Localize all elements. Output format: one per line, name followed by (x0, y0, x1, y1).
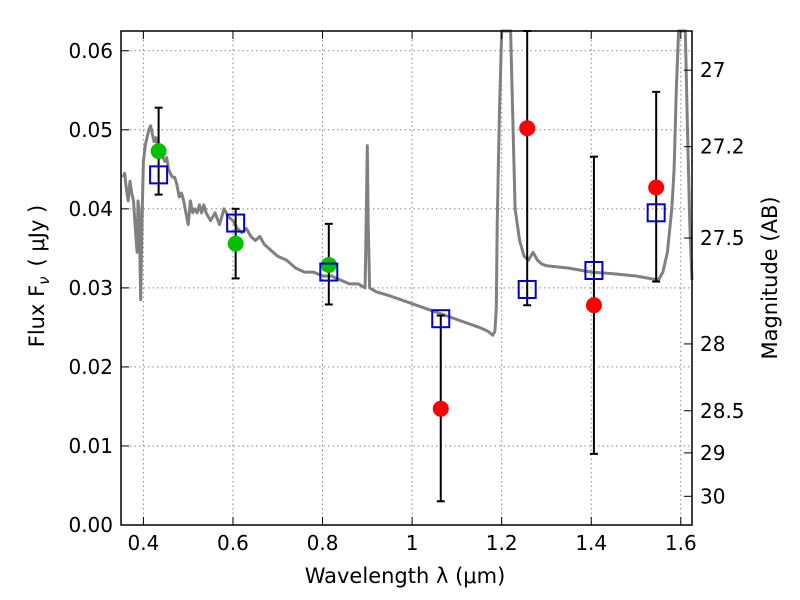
y-tick-label-5: 0.05 (68, 118, 113, 142)
y-axis-label-subscript: ν (35, 276, 53, 284)
mag-tick-label-4: 28.5 (700, 399, 745, 423)
x-tick-label-1: 0.6 (217, 531, 249, 555)
model-flux-square (149, 165, 169, 185)
low-snr-flux-point (648, 179, 665, 196)
detected-flux-point (227, 235, 244, 252)
x-tick-label-6: 1.6 (665, 531, 697, 555)
low-snr-flux-point (585, 297, 602, 314)
low-snr-flux-point (519, 120, 536, 137)
model-flux-square (319, 262, 339, 282)
detected-flux-point (150, 143, 167, 160)
grid (121, 31, 692, 526)
x-tick-label-2: 0.8 (307, 531, 339, 555)
y-tick-label-1: 0.01 (68, 434, 113, 458)
y-tick-label-2: 0.02 (68, 355, 113, 379)
y-axis-label-unit: ( μJy ) (25, 205, 49, 267)
model-flux-square (431, 309, 451, 329)
sed-curve-layer (121, 29, 694, 337)
mag-tick-label-5: 29 (700, 441, 725, 465)
axis-ticks: 0.4 0.6 0.8 1 1.2 1.4 1.6 0.00 0.01 0.02 0.03 0.04 0… (68, 31, 745, 555)
mag-tick-label-6: 30 (700, 484, 725, 508)
model-flux-square (584, 260, 604, 280)
model-flux-square (226, 213, 246, 233)
sed-model-line (121, 29, 694, 337)
plot-frame (120, 30, 693, 526)
detected-flux-point (320, 256, 337, 273)
y-tick-label-0: 0.00 (68, 513, 113, 537)
error-bars (154, 30, 661, 503)
y-axis-label: Flux Fν ( μJy ) (25, 205, 53, 348)
x-tick-label-0: 0.4 (127, 531, 159, 555)
y-tick-label-4: 0.04 (68, 197, 113, 221)
x-tick-label-5: 1.4 (575, 531, 607, 555)
low-snr-flux-point (432, 400, 449, 417)
y-tick-label-6: 0.06 (68, 39, 113, 63)
model-flux-square (646, 203, 666, 223)
y-tick-label-3: 0.03 (68, 276, 113, 300)
mag-tick-label-3: 28 (700, 332, 725, 356)
data-markers (149, 120, 666, 417)
model-flux-square (517, 279, 537, 299)
mag-tick-label-2: 27.5 (700, 226, 745, 250)
mag-tick-label-0: 27 (700, 58, 725, 82)
x-tick-label-3: 1 (406, 531, 419, 555)
x-axis-label: Wavelength λ (μm) (305, 564, 506, 588)
y-axis-label-main: Flux F (25, 285, 49, 347)
magnitude-axis-label: Magnitude (AB) (758, 196, 782, 359)
mag-tick-label-1: 27.2 (700, 135, 745, 159)
x-tick-label-4: 1.2 (486, 531, 518, 555)
